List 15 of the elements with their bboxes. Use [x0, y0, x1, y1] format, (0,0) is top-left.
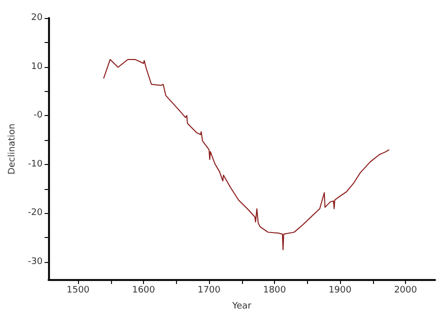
y-tick-label: 20	[31, 13, 43, 23]
y-tick-label: -0	[34, 110, 43, 121]
x-tick-label: 1700	[198, 286, 221, 296]
x-tick-label: 1600	[132, 286, 156, 296]
y-tick-label: 10	[31, 62, 43, 72]
y-tick-label: -10	[28, 159, 43, 170]
x-tick-label: 1500	[66, 286, 90, 296]
y-tick-label: -30	[28, 256, 43, 267]
x-tick-label: 2000	[394, 286, 418, 296]
line-series	[103, 58, 390, 250]
x-axis-title: Year	[231, 302, 252, 312]
y-tick-label: -20	[28, 208, 43, 218]
y-axis-title: Declination	[8, 124, 18, 174]
x-tick-label: 1800	[263, 286, 286, 296]
x-tick-label: 1900	[328, 286, 352, 296]
